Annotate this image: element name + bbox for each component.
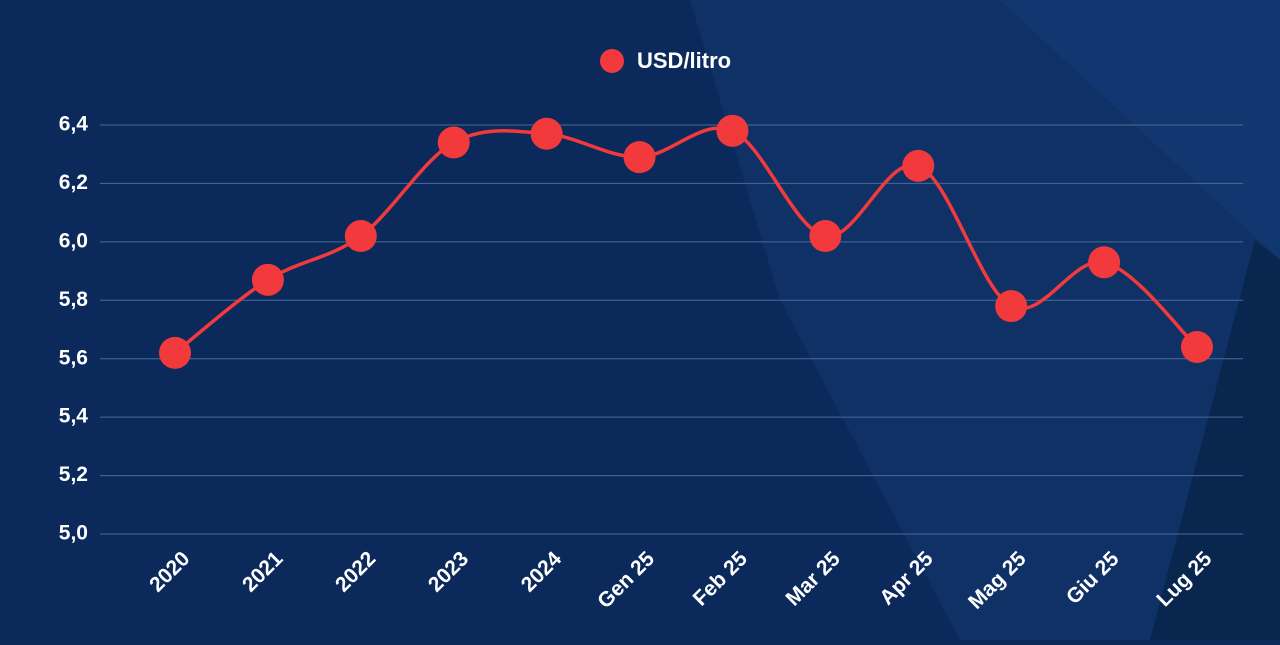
point <box>437 126 470 159</box>
point <box>251 263 284 296</box>
background-shape <box>1150 240 1280 640</box>
point <box>902 149 935 182</box>
legend-label: USD/litro <box>637 48 731 73</box>
point <box>159 336 191 369</box>
y-tick-label: 5,8 <box>59 288 89 311</box>
y-tick-label: 6,0 <box>59 229 88 252</box>
y-tick-label: 5,4 <box>59 405 89 428</box>
point <box>344 220 377 253</box>
legend-marker <box>600 49 624 73</box>
point <box>1088 246 1121 279</box>
y-tick-label: 6,2 <box>59 171 88 194</box>
point <box>623 141 656 174</box>
point <box>530 117 563 150</box>
background-shape <box>690 0 1280 640</box>
point <box>809 220 842 253</box>
background-shape <box>1000 0 1280 260</box>
point <box>995 290 1028 323</box>
y-tick-label: 5,6 <box>59 346 88 369</box>
y-tick-label: 5,2 <box>59 463 88 486</box>
point <box>1181 331 1213 364</box>
point <box>716 114 749 147</box>
y-tick-label: 5,0 <box>59 522 88 545</box>
y-tick-label: 6,4 <box>59 113 89 136</box>
